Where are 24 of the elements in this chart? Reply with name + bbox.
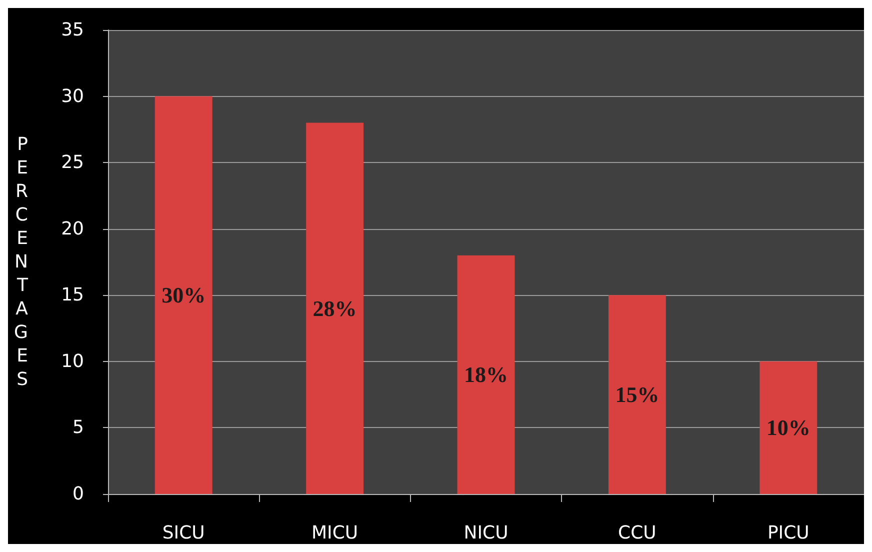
data-label: 28% [312, 296, 357, 321]
x-tick-label: CCU [618, 522, 656, 544]
data-label: 18% [464, 362, 508, 388]
y-tick-label: 0 [72, 484, 84, 504]
y-tick-label: 30 [61, 86, 84, 107]
x-tick-label: MICU [312, 522, 358, 544]
data-label: 10% [766, 415, 810, 440]
bar [457, 255, 515, 494]
x-tick-label: PICU [767, 522, 810, 544]
y-tick-label: 15 [61, 284, 84, 306]
y-tick-label: 10 [61, 350, 84, 372]
text: PERCENTAGES [14, 134, 28, 390]
y-tick-label: 20 [61, 218, 84, 240]
y-tick-label: 5 [72, 417, 84, 438]
bar [306, 122, 364, 494]
bar [154, 96, 212, 494]
data-label: 15% [615, 382, 660, 408]
x-tick-label: SICU [162, 522, 205, 544]
y-tick-label: 35 [61, 20, 84, 40]
x-tick-label: NICU [464, 522, 508, 544]
data-label: 30% [162, 282, 206, 308]
bar [608, 295, 666, 494]
y-tick-label: 25 [61, 152, 84, 174]
bar [760, 361, 818, 494]
